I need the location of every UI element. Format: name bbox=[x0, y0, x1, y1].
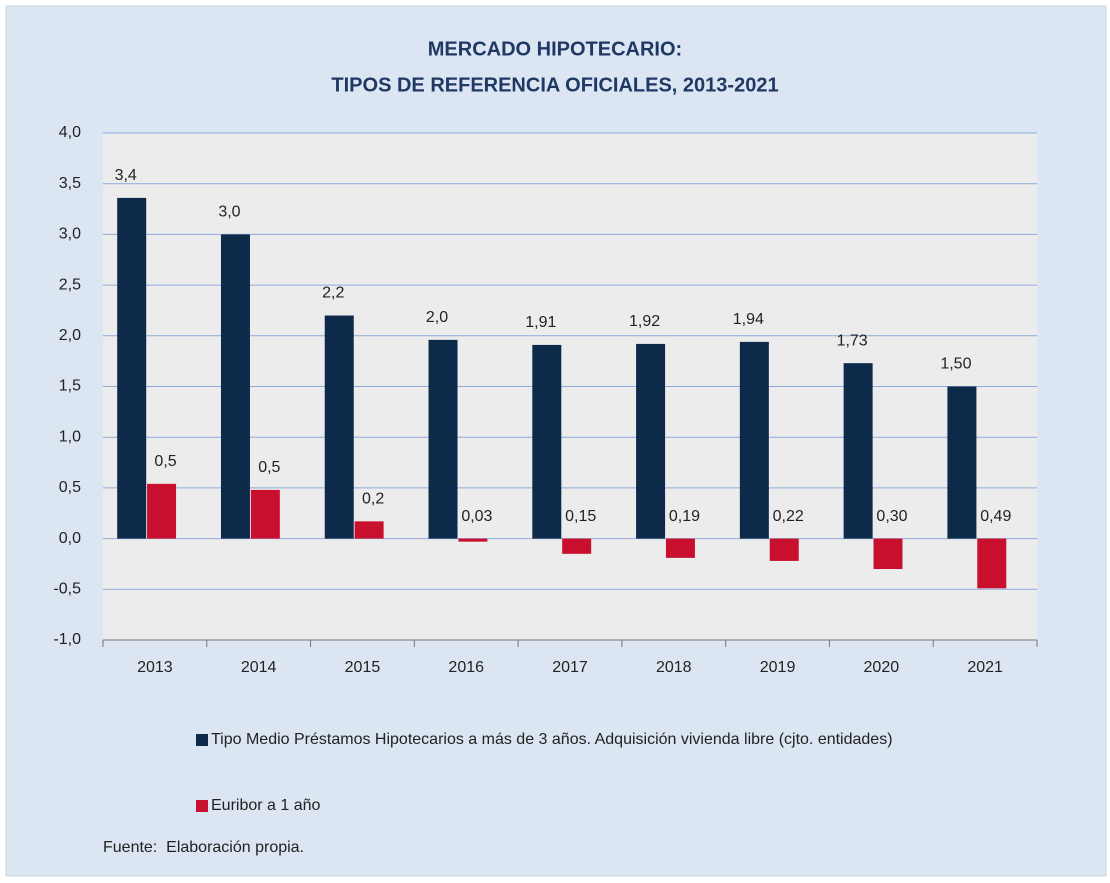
y-tick-label: 2,0 bbox=[59, 327, 81, 344]
y-tick-label: 0,0 bbox=[59, 530, 81, 547]
value-label: 0,2 bbox=[362, 491, 384, 508]
x-tick-label: 2014 bbox=[241, 659, 277, 676]
y-tick-label: -1,0 bbox=[53, 631, 81, 648]
bar bbox=[220, 234, 250, 539]
value-label: 0,49 bbox=[980, 508, 1011, 525]
value-label: 0,22 bbox=[773, 508, 804, 525]
bar bbox=[117, 197, 147, 539]
bar bbox=[636, 343, 666, 539]
bar bbox=[873, 538, 903, 570]
value-label: 1,92 bbox=[629, 313, 660, 330]
value-label: 0,19 bbox=[669, 508, 700, 525]
legend-swatch bbox=[196, 800, 208, 812]
legend-label: Euribor a 1 año bbox=[211, 797, 321, 814]
x-tick-label: 2021 bbox=[967, 659, 1003, 676]
y-tick-label: 0,5 bbox=[59, 479, 81, 496]
y-tick-label: 2,5 bbox=[59, 276, 81, 293]
source: Fuente: Elaboración propia. bbox=[103, 839, 304, 856]
y-tick-label: 3,5 bbox=[59, 175, 81, 192]
x-tick-label: 2019 bbox=[760, 659, 796, 676]
value-label: 0,30 bbox=[876, 508, 907, 525]
legend-swatch bbox=[196, 734, 208, 746]
value-label: 2,2 bbox=[322, 285, 344, 302]
value-label: 1,50 bbox=[940, 356, 971, 373]
x-tick-label: 2018 bbox=[656, 659, 692, 676]
legend-label: Tipo Medio Préstamos Hipotecarios a más … bbox=[211, 731, 893, 748]
y-tick-label: -0,5 bbox=[53, 581, 81, 598]
bar bbox=[428, 339, 458, 539]
value-label: 0,03 bbox=[461, 508, 492, 525]
value-label: 2,0 bbox=[426, 309, 448, 326]
x-tick-label: 2017 bbox=[552, 659, 588, 676]
y-tick-label: 1,5 bbox=[59, 378, 81, 395]
bar bbox=[739, 341, 769, 539]
bar bbox=[324, 315, 354, 539]
value-label: 1,94 bbox=[733, 311, 764, 328]
bar bbox=[147, 483, 177, 539]
bar bbox=[250, 489, 280, 539]
y-tick-label: 3,0 bbox=[59, 226, 81, 243]
bar bbox=[977, 538, 1007, 589]
x-tick-label: 2015 bbox=[345, 659, 381, 676]
bar bbox=[458, 538, 488, 542]
value-label: 0,5 bbox=[258, 459, 280, 476]
value-label: 3,0 bbox=[218, 204, 240, 221]
bar bbox=[947, 386, 977, 539]
bar bbox=[769, 538, 799, 561]
value-label: 3,4 bbox=[115, 167, 137, 184]
value-label: 0,5 bbox=[154, 453, 176, 470]
y-tick-label: 1,0 bbox=[59, 428, 81, 445]
bar bbox=[354, 521, 384, 539]
value-label: 0,15 bbox=[565, 508, 596, 525]
bar bbox=[843, 363, 873, 539]
y-tick-label: 4,0 bbox=[59, 124, 81, 141]
x-tick-label: 2020 bbox=[864, 659, 900, 676]
bar bbox=[532, 344, 562, 539]
x-tick-label: 2016 bbox=[448, 659, 484, 676]
bar bbox=[562, 538, 592, 554]
chart-subtitle: TIPOS DE REFERENCIA OFICIALES, 2013-2021 bbox=[331, 74, 778, 96]
value-label: 1,91 bbox=[525, 314, 556, 331]
chart-title: MERCADO HIPOTECARIO: bbox=[428, 38, 682, 60]
bar bbox=[665, 538, 695, 558]
x-tick-label: 2013 bbox=[137, 659, 173, 676]
value-label: 1,73 bbox=[837, 332, 868, 349]
